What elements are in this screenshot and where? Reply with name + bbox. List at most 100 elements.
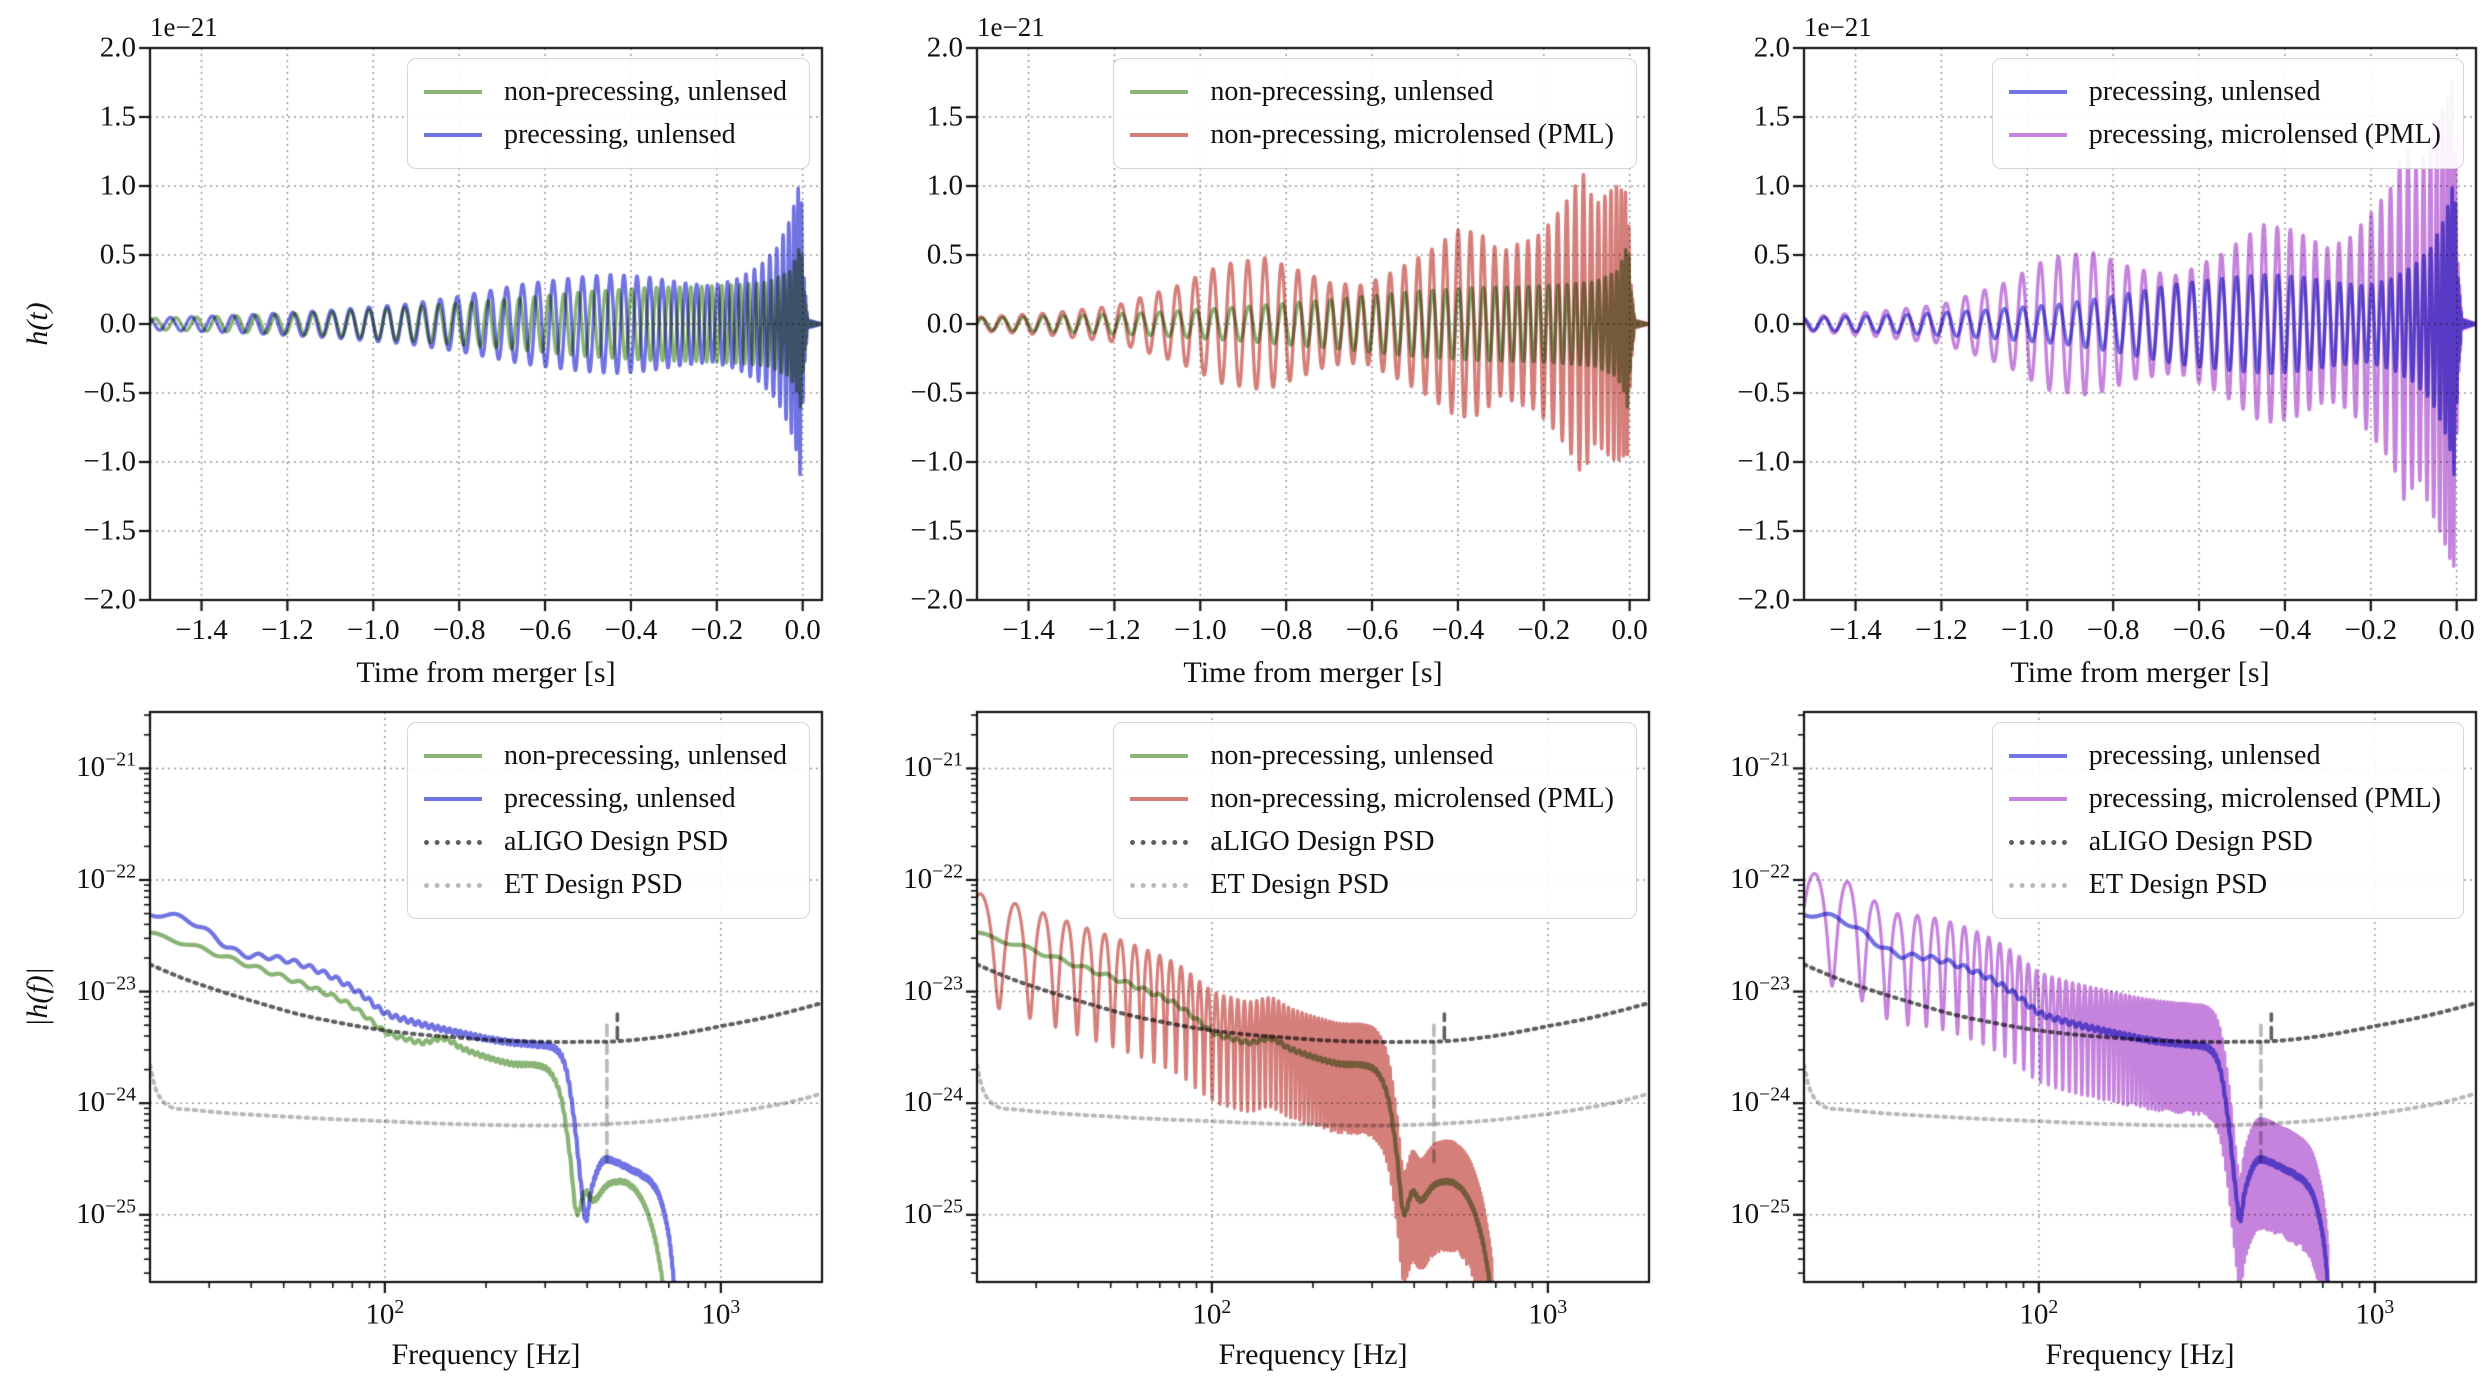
y-tick-label: 10−24: [1640, 1084, 1790, 1120]
legend-item: precessing, unlensed: [423, 781, 787, 817]
y-tick-label: 1.0: [99, 169, 136, 202]
y-tick-label: 2.0: [926, 31, 963, 64]
y-tick-base: 10: [76, 751, 106, 784]
x-tick-label: −1.2: [1915, 614, 1968, 646]
x-tick-label: −0.6: [1345, 614, 1399, 646]
x-tick-label: −1.2: [1088, 614, 1141, 646]
y-tick-base: 10: [1730, 1197, 1760, 1230]
legend-label: non-precessing, unlensed: [503, 740, 787, 771]
legend: non-precessing, unlensed non-precessing, …: [1113, 58, 1637, 169]
y-tick-label: −2.0: [1737, 583, 1790, 616]
y-tick-label: 10−21: [813, 749, 963, 785]
legend-label: non-precessing, microlensed (PML): [1210, 783, 1614, 814]
x-tick-label: −0.4: [2258, 614, 2312, 646]
x-tick-label: −0.2: [2344, 614, 2398, 646]
legend-swatch-line: [423, 90, 482, 94]
x-axis-label: Frequency [Hz]: [391, 1338, 581, 1371]
y-tick-base: 10: [76, 863, 106, 896]
x-tick-label: 102: [1964, 1296, 2114, 1332]
y-tick-exponent: −22: [932, 860, 963, 883]
y-tick-label: 0.0: [99, 307, 136, 340]
y-tick-exponent: −23: [1759, 971, 1790, 994]
y-axis-label: |h(f)|: [21, 967, 54, 1027]
legend-label: non-precessing, microlensed (PML): [1210, 119, 1614, 150]
y-tick-base: 10: [1730, 1086, 1760, 1119]
x-tick-exponent: 3: [2384, 1296, 2395, 1318]
legend-swatch-line: [2008, 90, 2067, 94]
y-tick-label: 0.5: [926, 238, 963, 271]
y-tick-label: 1.5: [99, 100, 136, 133]
y-tick-label: −1.0: [910, 445, 963, 478]
legend-label: aLIGO Design PSD: [503, 826, 728, 857]
axis-offset-text: 1e−21: [1804, 12, 1872, 42]
legend: non-precessing, unlensed non-precessing, …: [1113, 722, 1637, 919]
y-tick-label: −1.5: [1737, 514, 1790, 547]
legend-swatch-dotted-line: [2008, 839, 2067, 845]
y-tick-exponent: −25: [105, 1195, 136, 1218]
y-tick-label: 10−22: [813, 860, 963, 896]
x-tick-label: 102: [1137, 1296, 1287, 1332]
y-tick-label: 0.5: [99, 238, 136, 271]
legend-swatch-line: [423, 754, 482, 758]
x-tick-label: −1.0: [2000, 614, 2054, 646]
y-tick-label: −0.5: [1737, 376, 1790, 409]
axis-offset-text: 1e−21: [977, 12, 1045, 42]
y-tick-base: 10: [76, 1086, 106, 1119]
x-tick-label: −0.8: [1259, 614, 1313, 646]
x-tick-exponent: 3: [730, 1296, 741, 1318]
x-axis-label: Time from merger [s]: [356, 656, 616, 689]
legend: precessing, unlensed precessing, microlen…: [1991, 58, 2464, 169]
legend-swatch-line: [1130, 133, 1189, 137]
legend-item: non-precessing, unlensed: [423, 738, 787, 774]
legend-label: precessing, unlensed: [2088, 740, 2321, 771]
y-tick-exponent: −21: [1759, 748, 1790, 771]
y-tick-base: 10: [903, 1086, 933, 1119]
legend-label: precessing, unlensed: [2088, 76, 2321, 107]
legend-item: non-precessing, microlensed (PML): [1130, 117, 1614, 153]
y-tick-label: −0.5: [83, 376, 136, 409]
x-tick-base: 10: [1192, 1298, 1222, 1331]
y-tick-label: −0.5: [910, 376, 963, 409]
legend-swatch-line: [423, 797, 482, 801]
legend: non-precessing, unlensed precessing, unle…: [406, 722, 810, 919]
y-tick-base: 10: [1730, 974, 1760, 1007]
y-tick-label: 10−23: [813, 972, 963, 1008]
legend-label: non-precessing, unlensed: [1210, 76, 1494, 107]
legend-item: ET Design PSD: [423, 867, 787, 903]
y-tick-label: 10−23: [0, 972, 136, 1008]
x-tick-exponent: 2: [2048, 1296, 2059, 1318]
legend-label: precessing, microlensed (PML): [2088, 119, 2441, 150]
legend-swatch-dotted-line: [1130, 839, 1189, 845]
legend-swatch-line: [2008, 133, 2067, 137]
y-tick-label: −2.0: [83, 583, 136, 616]
legend-label: aLIGO Design PSD: [1210, 826, 1435, 857]
y-tick-exponent: −24: [932, 1083, 963, 1106]
x-tick-label: −1.4: [1002, 614, 1055, 646]
y-tick-label: 10−24: [0, 1084, 136, 1120]
y-tick-label: 10−24: [813, 1084, 963, 1120]
legend-swatch-line: [2008, 754, 2067, 758]
x-tick-label: 0.0: [784, 614, 821, 646]
y-tick-exponent: −21: [105, 748, 136, 771]
x-axis-label: Time from merger [s]: [1183, 656, 1443, 689]
legend-item: ET Design PSD: [1130, 867, 1614, 903]
x-tick-base: 10: [365, 1298, 395, 1331]
y-tick-base: 10: [903, 1197, 933, 1230]
legend-item: precessing, microlensed (PML): [2008, 117, 2441, 153]
y-tick-exponent: −21: [932, 748, 963, 771]
legend-swatch-dotted-line: [2008, 882, 2067, 888]
legend-label: precessing, unlensed: [503, 783, 736, 814]
x-tick-label: −0.2: [690, 614, 744, 646]
y-tick-label: 10−21: [0, 749, 136, 785]
x-tick-exponent: 2: [1221, 1296, 1232, 1318]
y-tick-exponent: −24: [105, 1083, 136, 1106]
y-tick-label: 0.0: [1753, 307, 1790, 340]
legend-swatch-line: [423, 133, 482, 137]
legend-item: ET Design PSD: [2008, 867, 2441, 903]
legend-item: non-precessing, microlensed (PML): [1130, 781, 1614, 817]
legend-swatch-line: [1130, 797, 1189, 801]
x-axis-label: Frequency [Hz]: [1218, 1338, 1408, 1371]
legend-item: non-precessing, unlensed: [423, 74, 787, 110]
